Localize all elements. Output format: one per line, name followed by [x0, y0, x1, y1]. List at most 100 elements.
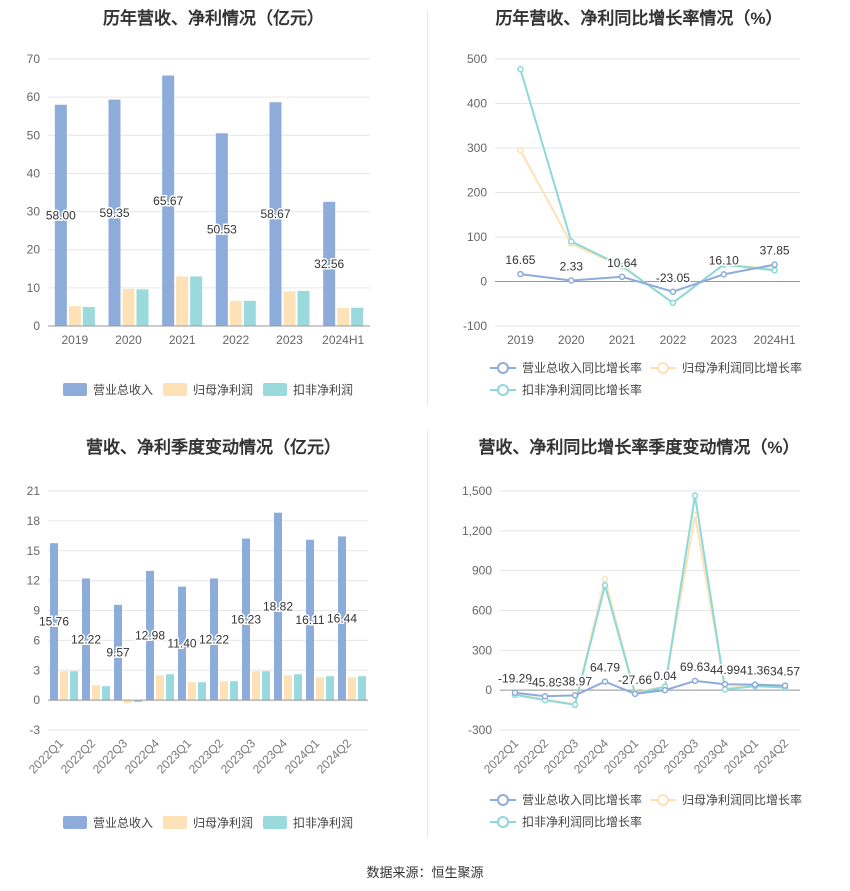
legend-label: 扣非净利润 — [293, 383, 353, 397]
chart-title: 历年营收、净利同比增长率情况（%） — [495, 9, 783, 28]
legend-label: 营业总收入同比增长率 — [522, 360, 642, 375]
series-line-deducted-profit — [519, 68, 775, 305]
x-tick-label: 2021 — [169, 333, 196, 347]
data-label: -23.05 — [656, 271, 690, 285]
legend-label: 扣非净利润同比增长率 — [522, 814, 642, 829]
bar-revenue — [108, 99, 121, 326]
data-label: 18.82 — [263, 599, 293, 613]
bar-deducted-profit — [198, 682, 206, 701]
data-point — [691, 677, 699, 685]
bar-revenue — [306, 539, 314, 701]
bar-revenue — [162, 75, 175, 326]
data-point — [568, 277, 575, 284]
data-point — [618, 273, 626, 281]
x-tick-label: 2023Q1 — [154, 736, 194, 776]
panel-divider — [427, 430, 428, 838]
y-tick-label: 10 — [27, 281, 41, 295]
y-tick-label: -300 — [468, 723, 492, 737]
data-label: 37.85 — [760, 244, 790, 258]
series-line-deducted-profit — [514, 495, 786, 706]
bar-deducted-profit — [262, 671, 270, 701]
data-label: 11.40 — [167, 636, 196, 650]
y-tick-label: 500 — [467, 52, 487, 66]
y-tick-label: 300 — [472, 643, 492, 657]
bar-net-profit — [316, 677, 324, 701]
data-point — [720, 271, 727, 278]
data-point — [781, 682, 789, 689]
bar-net-profit — [92, 685, 100, 701]
legend-label: 扣非净利润 — [293, 816, 353, 830]
data-label: 12.22 — [71, 632, 101, 646]
legend-marker — [657, 794, 669, 806]
bar-deducted-profit — [358, 676, 366, 701]
y-tick-label: 70 — [27, 52, 41, 66]
data-point — [669, 299, 677, 307]
data-point — [721, 680, 729, 688]
data-label: -27.66 — [618, 673, 652, 687]
x-tick-label: 2019 — [507, 333, 534, 347]
legend-swatch — [63, 383, 87, 396]
data-point — [517, 65, 524, 73]
data-point — [669, 288, 677, 296]
data-label: 16.65 — [505, 253, 535, 267]
data-label: 32.56 — [314, 257, 344, 271]
quarterly-revenue-profit-panel: 营收、净利季度变动情况（亿元） -3 0 3 6 9 12 15 18 21 15.76 2022Q… — [0, 425, 427, 845]
data-label: 69.63 — [680, 660, 710, 674]
x-tick-label: 2024H1 — [322, 333, 364, 347]
series-line-revenue — [520, 263, 775, 293]
bar-net-profit — [283, 291, 296, 326]
y-tick-label: 3 — [33, 663, 40, 677]
x-tick-label: 2024Q2 — [751, 736, 791, 776]
x-tick-label: 2023 — [710, 333, 737, 347]
bar-revenue — [50, 543, 58, 701]
legend-label: 归母净利润同比增长率 — [682, 792, 802, 807]
bar-net-profit — [284, 675, 292, 701]
bar-revenue — [210, 578, 218, 701]
data-point — [720, 261, 727, 268]
y-tick-label: 0 — [485, 683, 492, 697]
bar-deducted-profit — [166, 674, 174, 701]
legend-marker — [497, 384, 509, 396]
data-point — [568, 238, 575, 245]
x-tick-label: 2022Q1 — [26, 736, 66, 776]
series-line-revenue — [514, 679, 786, 698]
data-label: 16.11 — [295, 613, 324, 627]
data-label: 0.04 — [653, 669, 677, 683]
bar-revenue — [54, 104, 67, 327]
bar-net-profit — [68, 306, 81, 326]
bar-deducted-profit — [134, 700, 142, 703]
bar-net-profit — [229, 300, 242, 326]
data-label: 16.23 — [231, 612, 261, 626]
bar-net-profit — [122, 289, 135, 326]
bar-net-profit — [156, 675, 164, 701]
quarterly-line-chart: -30003006009001,2001,500-19.292022Q1-45.… — [462, 484, 802, 829]
panel-divider — [427, 10, 428, 405]
legend-swatch — [163, 816, 187, 829]
bar-revenue — [146, 570, 154, 701]
bar-revenue — [269, 102, 282, 327]
legend-marker — [497, 816, 509, 828]
annual-bar-chart: 0 10 20 30 40 50 60 70 58.00 2019 59.35 2020 65.67 20… — [27, 52, 370, 397]
bar-deducted-profit — [294, 674, 302, 701]
y-tick-label: 100 — [467, 230, 487, 244]
series-line-net-profit — [519, 149, 775, 305]
y-tick-label: 50 — [27, 128, 41, 142]
x-tick-label: 2022Q3 — [90, 736, 130, 776]
y-tick-label: 9 — [33, 604, 40, 618]
legend-label: 营业总收入同比增长率 — [522, 792, 642, 807]
data-point — [771, 261, 778, 268]
bar-deducted-profit — [82, 306, 95, 326]
chart-title: 历年营收、净利情况（亿元） — [103, 9, 324, 28]
x-tick-label: 2020 — [115, 333, 142, 347]
x-tick-label: 2023 — [276, 333, 303, 347]
legend-swatch — [63, 816, 87, 829]
data-label: 9.57 — [106, 645, 130, 659]
legend-label: 扣非净利润同比增长率 — [522, 382, 642, 397]
x-tick-label: 2023Q3 — [218, 736, 258, 776]
data-label: 12.22 — [199, 632, 229, 646]
data-label: 50.53 — [207, 223, 237, 237]
data-point — [517, 146, 524, 154]
bar-deducted-profit — [351, 307, 364, 326]
data-label: 16.10 — [709, 253, 739, 267]
data-label: 65.67 — [153, 194, 183, 208]
